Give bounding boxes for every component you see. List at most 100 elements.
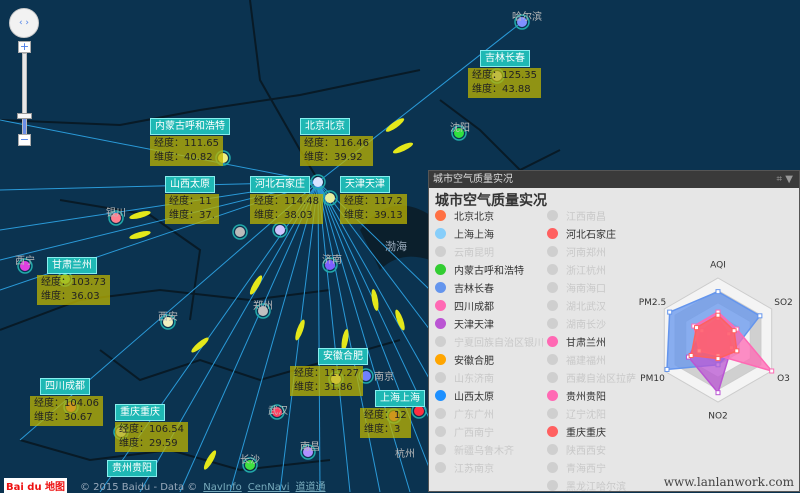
city-small-label: 哈尔滨: [512, 12, 542, 23]
dropdown-icon[interactable]: ▼: [785, 174, 793, 185]
legend-item[interactable]: 四川成都: [435, 298, 494, 313]
legend-marker-icon: [547, 246, 558, 257]
zoom-slider-handle[interactable]: [17, 113, 32, 119]
city-tag[interactable]: 安徽合肥: [318, 348, 368, 365]
city-marker[interactable]: [258, 306, 268, 316]
legend-item[interactable]: 北京北京: [435, 208, 494, 223]
legend-item[interactable]: 内蒙古呼和浩特: [435, 262, 524, 277]
legend-item[interactable]: 安徽合肥: [435, 352, 494, 367]
city-tag[interactable]: 吉林长春: [480, 50, 530, 67]
legend-item[interactable]: 重庆重庆: [547, 424, 606, 439]
radar-point: [734, 348, 740, 354]
pan-control[interactable]: ‹ ›: [9, 8, 39, 38]
city-tag[interactable]: 天津天津: [340, 176, 390, 193]
legend-item[interactable]: 吉林长春: [435, 280, 494, 295]
latitude-label: 维度：: [254, 210, 284, 221]
legend-item[interactable]: 山东济南: [435, 370, 494, 385]
city-small-label: 银川: [106, 208, 126, 219]
legend-item[interactable]: 上海上海: [435, 226, 494, 241]
legend-marker-icon: [435, 354, 446, 365]
daodaotong-link[interactable]: 道道通: [295, 482, 326, 493]
legend-item[interactable]: 广东广州: [435, 406, 494, 421]
legend-item[interactable]: 海南海口: [547, 280, 606, 295]
legend-item[interactable]: 河南郑州: [547, 244, 606, 259]
legend-item[interactable]: 江苏南京: [435, 460, 494, 475]
legend-item[interactable]: 宁夏回族自治区银川: [435, 334, 544, 349]
legend-item[interactable]: 山西太原: [435, 388, 494, 403]
legend-item[interactable]: 河北石家庄: [547, 226, 616, 241]
legend-marker-icon: [435, 426, 446, 437]
city-tag[interactable]: 内蒙古呼和浩特: [150, 118, 230, 135]
city-marker[interactable]: [454, 128, 464, 138]
radar-point: [694, 325, 700, 331]
legend-item[interactable]: 湖北武汉: [547, 298, 606, 313]
city-marker[interactable]: [245, 460, 255, 470]
latitude-value: 39.13: [374, 210, 403, 221]
legend-item[interactable]: 湖南长沙: [547, 316, 606, 331]
legend-item[interactable]: 福建福州: [547, 352, 606, 367]
city-small-label: 西宁: [15, 256, 35, 267]
border-line: [0, 288, 331, 331]
legend-label: 西藏自治区拉萨: [566, 374, 636, 385]
city-marker[interactable]: [111, 213, 121, 223]
latitude-label: 维度：: [364, 424, 394, 435]
city-tag[interactable]: 河北石家庄: [250, 176, 310, 193]
latitude-label: 维度：: [34, 412, 64, 423]
city-tag[interactable]: 上海上海: [375, 390, 425, 407]
legend-item[interactable]: 甘肃兰州: [547, 334, 606, 349]
city-marker[interactable]: [20, 261, 30, 271]
border-line: [439, 99, 561, 172]
legend-label: 湖北武汉: [566, 302, 606, 313]
longitude-value: 11: [199, 196, 212, 207]
city-tag[interactable]: 贵州贵阳: [107, 460, 157, 477]
legend-item[interactable]: 广西南宁: [435, 424, 494, 439]
city-tag[interactable]: 北京北京: [300, 118, 350, 135]
city-marker[interactable]: [517, 17, 527, 27]
city-tag[interactable]: 甘肃兰州: [47, 257, 97, 274]
legend-item[interactable]: 天津天津: [435, 316, 494, 331]
city-small-label: 郑州: [253, 301, 273, 312]
legend-marker-icon: [547, 354, 558, 365]
city-marker[interactable]: [272, 407, 282, 417]
radar-point: [715, 390, 721, 396]
city-small-label: 长沙: [240, 455, 260, 466]
coordinate-box: 经度：117.2 维度：39.13: [340, 194, 407, 224]
legend-item[interactable]: 江西南昌: [547, 208, 606, 223]
city-marker[interactable]: [325, 193, 335, 203]
city-marker[interactable]: [163, 317, 173, 327]
legend-item[interactable]: 西藏自治区拉萨: [547, 370, 636, 385]
city-tag[interactable]: 重庆重庆: [115, 404, 165, 421]
legend-item[interactable]: 陕西西安: [547, 442, 606, 457]
legend-label: 北京北京: [454, 212, 494, 223]
legend-label: 辽宁沈阳: [566, 410, 606, 421]
longitude-label: 经度：: [169, 196, 199, 207]
restore-icon[interactable]: ⌗: [776, 174, 783, 185]
city-marker[interactable]: [235, 227, 245, 237]
city-marker[interactable]: [275, 225, 285, 235]
zoom-out-button[interactable]: −: [18, 133, 31, 146]
radar-point: [731, 328, 737, 334]
radar-point: [688, 353, 694, 358]
city-tag[interactable]: 山西太原: [165, 176, 215, 193]
legend-item[interactable]: 贵州贵阳: [547, 388, 606, 403]
longitude-value: 104.06: [64, 398, 99, 409]
legend-item[interactable]: 辽宁沈阳: [547, 406, 606, 421]
legend-item[interactable]: 新疆乌鲁木齐: [435, 442, 514, 457]
coordinate-box: 经度：117.27 维度：31.86: [290, 366, 363, 396]
cennavi-link[interactable]: CenNavi: [247, 482, 290, 493]
city-marker[interactable]: [325, 260, 335, 270]
city-marker[interactable]: [313, 177, 323, 187]
city-marker[interactable]: [414, 406, 424, 416]
legend-item[interactable]: 浙江杭州: [547, 262, 606, 277]
city-tag[interactable]: 四川成都: [40, 378, 90, 395]
legend-item[interactable]: 黑龙江哈尔滨: [547, 478, 626, 493]
panel-window-title: 城市空气质量实况: [433, 174, 513, 185]
coordinate-box: 经度：114.48 维度：38.03: [250, 194, 323, 224]
city-marker[interactable]: [361, 371, 371, 381]
legend-item[interactable]: 青海西宁: [547, 460, 606, 475]
zoom-in-button[interactable]: +: [18, 40, 31, 53]
navinfo-link[interactable]: NavInfo: [203, 482, 242, 493]
legend-label: 甘肃兰州: [566, 338, 606, 349]
legend-item[interactable]: 云南昆明: [435, 244, 494, 259]
city-marker[interactable]: [303, 447, 313, 457]
